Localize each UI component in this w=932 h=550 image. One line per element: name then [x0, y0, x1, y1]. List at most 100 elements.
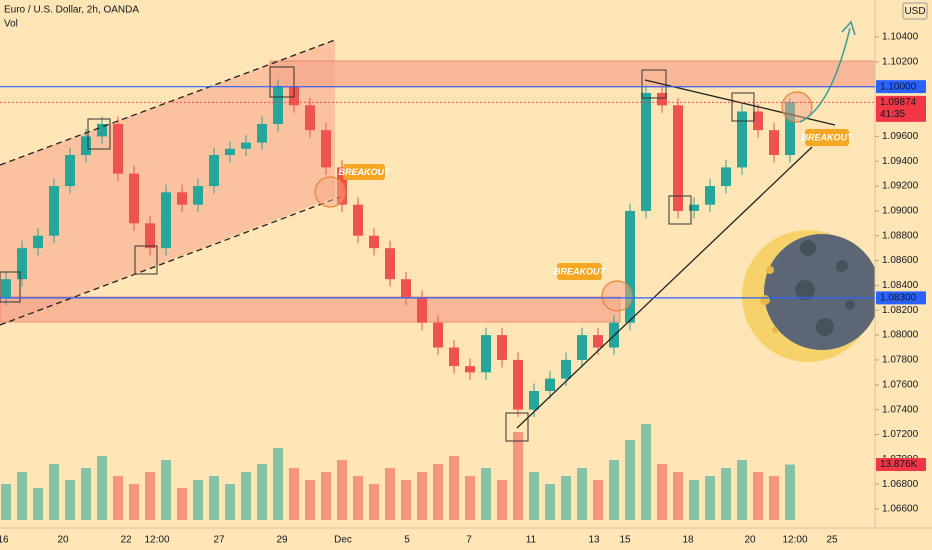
volume-bar [481, 468, 491, 520]
crater [766, 266, 774, 274]
box [87, 118, 111, 150]
x-tick-label: 20 [57, 535, 69, 546]
volume-bar [401, 480, 411, 520]
candle-body [673, 105, 683, 211]
candles [1, 79, 795, 418]
box [731, 92, 755, 122]
candle-body [257, 123, 267, 143]
candle-body [737, 111, 747, 168]
countdown: 41:35 [880, 109, 905, 120]
candle-body [273, 86, 283, 124]
volume-bar [321, 472, 331, 520]
y-tick-label: 1.07600 [882, 379, 919, 390]
overlay: 1.104001.102001.100001.098001.096001.094… [0, 32, 926, 546]
candle-body [17, 248, 27, 280]
arrow-head [841, 20, 856, 36]
volume-bar [529, 472, 539, 520]
candle-body [49, 186, 59, 236]
volume-bar [209, 476, 219, 520]
candle-body [657, 92, 667, 106]
y-tick-label: 1.08800 [882, 230, 919, 241]
y-tick-label: 1.07400 [882, 404, 919, 415]
crater [772, 327, 778, 333]
candle-body [401, 279, 411, 298]
x-tick-label: 12:00 [782, 535, 807, 546]
crater [845, 300, 855, 310]
volume-bar [161, 460, 171, 520]
y-tick-label: 1.07200 [882, 429, 919, 440]
candle-body [513, 359, 523, 410]
price-label-box [876, 80, 926, 94]
volume-bar [769, 476, 779, 520]
volume-bar [289, 468, 299, 520]
volume-bar [689, 480, 699, 520]
candle-body [1, 279, 11, 298]
candle-body [209, 155, 219, 187]
candle-body [321, 130, 331, 168]
volume-bar [417, 472, 427, 520]
volume-bar [625, 440, 635, 520]
y-tick-label: 1.06600 [882, 504, 919, 515]
volume-bar [721, 468, 731, 520]
volume-bar [785, 464, 795, 520]
candle-body [465, 366, 475, 373]
x-tick-label: 11 [526, 535, 537, 546]
breakout-text: BREAKOUT [554, 266, 607, 276]
breakout-label [343, 164, 385, 180]
candle-body [641, 92, 651, 211]
trendline [516, 146, 813, 429]
candle-body [481, 335, 491, 373]
crater [816, 318, 834, 336]
candle-body [305, 105, 315, 131]
volume-bar [465, 476, 475, 520]
crater [836, 260, 848, 272]
x-tick-label: 29 [276, 535, 288, 546]
volume-bar [609, 460, 619, 520]
candle-body [577, 335, 587, 360]
candle-body [129, 173, 139, 224]
volume-bar [353, 476, 363, 520]
drawings [0, 40, 876, 520]
volume-bar [97, 456, 107, 520]
support-zone [0, 296, 621, 323]
candle-body [113, 123, 123, 174]
crater [760, 295, 770, 305]
candle-body [705, 186, 715, 205]
candle-body [417, 297, 427, 323]
volume-bar [145, 472, 155, 520]
breakout-text: BREAKOUT [339, 167, 392, 177]
candle-body [753, 111, 763, 131]
candle-body [449, 347, 459, 367]
volume-bar [305, 480, 315, 520]
y-tick-label: 1.10400 [882, 32, 919, 43]
volume-bar [385, 468, 395, 520]
x-tick-label: 7 [466, 535, 472, 546]
currency-box [902, 2, 928, 20]
crater [800, 240, 816, 256]
y-tick-label: 1.09400 [882, 156, 919, 167]
x-tick-label: 22 [120, 535, 132, 546]
volume-bar [561, 476, 571, 520]
candle-body [433, 322, 443, 348]
volume-bar [641, 424, 651, 520]
drawings: BREAKOUT BREAKOUT BREAKOUT [0, 20, 880, 442]
volume-bar [497, 480, 507, 520]
price-label-box [876, 291, 926, 305]
box [0, 271, 21, 303]
volume-bar [673, 472, 683, 520]
price-label: 1.09874 [880, 97, 917, 108]
volume-bar [433, 464, 443, 520]
volume-label: 13.876K [880, 459, 918, 470]
x-tick-label: Dec [334, 535, 352, 546]
volume-bar [753, 472, 763, 520]
volume-bar [241, 472, 251, 520]
breakout-label [557, 263, 602, 280]
volume-bar [273, 448, 283, 520]
volume-bar [193, 480, 203, 520]
volume-bar [737, 460, 747, 520]
candle-body [33, 235, 43, 249]
y-tick-label: 1.06800 [882, 479, 919, 490]
volume-bar [225, 484, 235, 520]
x-tick-label: 13 [588, 535, 600, 546]
